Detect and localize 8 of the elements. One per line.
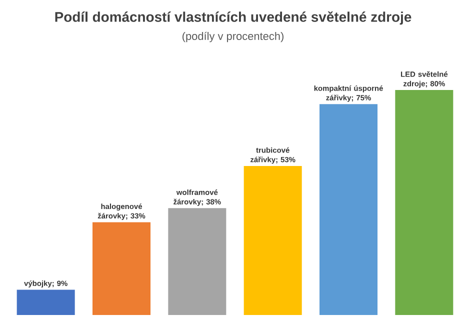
chart-subtitle: (podíly v procentech) — [182, 32, 284, 42]
bar — [320, 104, 378, 315]
bar — [16, 290, 75, 315]
chart-title: Podíl domácností vlastnících uvedené světelné zdroje — [55, 11, 412, 25]
bar — [395, 90, 454, 315]
bar — [168, 208, 226, 315]
bar — [244, 166, 302, 315]
bar — [92, 222, 151, 315]
